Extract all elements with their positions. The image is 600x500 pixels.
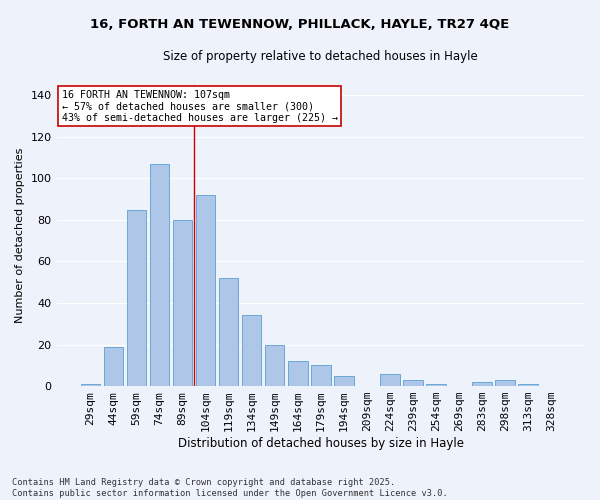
- Bar: [403, 380, 423, 386]
- Bar: [219, 278, 238, 386]
- Bar: [173, 220, 193, 386]
- Text: 16 FORTH AN TEWENNOW: 107sqm
← 57% of detached houses are smaller (300)
43% of s: 16 FORTH AN TEWENNOW: 107sqm ← 57% of de…: [62, 90, 338, 122]
- Title: Size of property relative to detached houses in Hayle: Size of property relative to detached ho…: [163, 50, 478, 63]
- Bar: [496, 380, 515, 386]
- Bar: [196, 195, 215, 386]
- Text: 16, FORTH AN TEWENNOW, PHILLACK, HAYLE, TR27 4QE: 16, FORTH AN TEWENNOW, PHILLACK, HAYLE, …: [91, 18, 509, 30]
- X-axis label: Distribution of detached houses by size in Hayle: Distribution of detached houses by size …: [178, 437, 464, 450]
- Text: Contains HM Land Registry data © Crown copyright and database right 2025.
Contai: Contains HM Land Registry data © Crown c…: [12, 478, 448, 498]
- Bar: [426, 384, 446, 386]
- Bar: [265, 344, 284, 386]
- Bar: [311, 366, 331, 386]
- Y-axis label: Number of detached properties: Number of detached properties: [15, 148, 25, 323]
- Bar: [518, 384, 538, 386]
- Bar: [288, 361, 308, 386]
- Bar: [242, 316, 262, 386]
- Bar: [334, 376, 353, 386]
- Bar: [127, 210, 146, 386]
- Bar: [149, 164, 169, 386]
- Bar: [80, 384, 100, 386]
- Bar: [472, 382, 492, 386]
- Bar: [380, 374, 400, 386]
- Bar: [104, 346, 123, 386]
